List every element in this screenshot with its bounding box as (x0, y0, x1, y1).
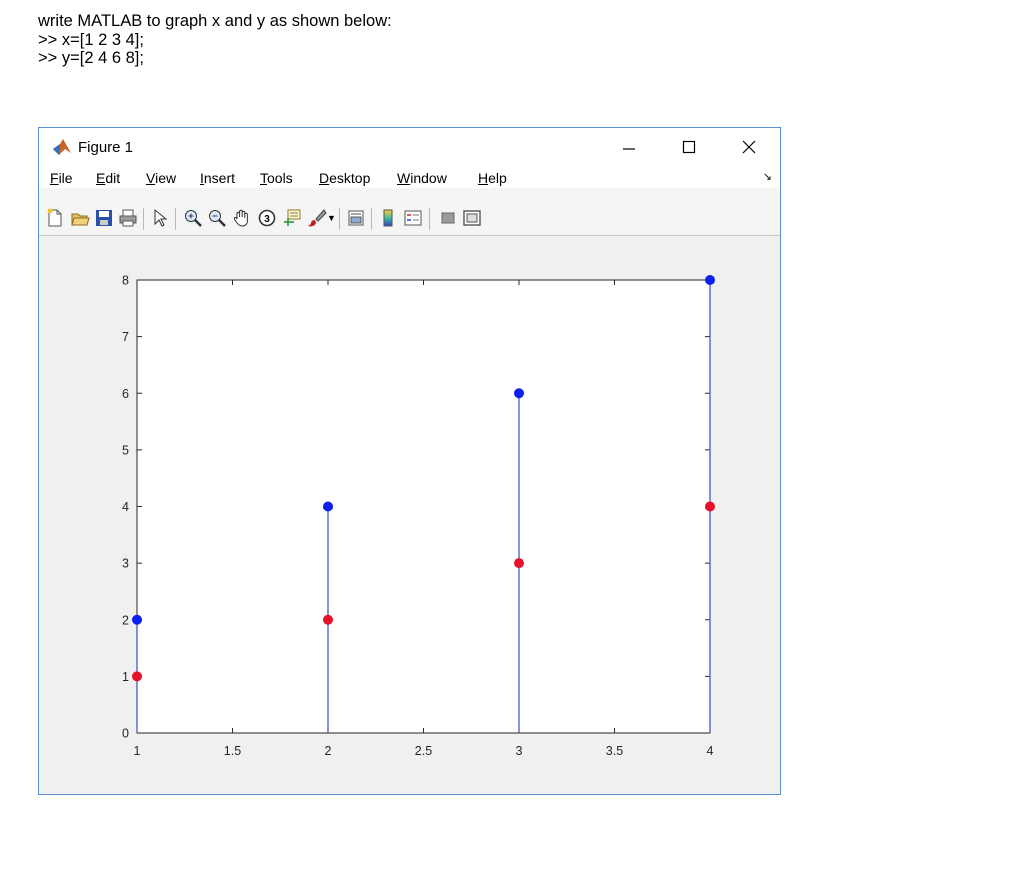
x-tick-label: 1 (134, 744, 141, 758)
close-icon (742, 140, 756, 154)
brush-icon[interactable] (307, 208, 327, 228)
brush-dropdown-icon[interactable]: ▼ (327, 213, 336, 223)
rotate-3d-icon[interactable]: 3 (257, 208, 277, 228)
menu-help[interactable]: Help (478, 170, 507, 186)
menu-file[interactable]: File (50, 170, 73, 186)
y-tick-label: 3 (122, 557, 129, 571)
menu-file-accel: F (50, 170, 59, 186)
menu-view-label: iew (155, 170, 177, 186)
y-tick-label: 8 (122, 274, 129, 288)
y-tick-label: 4 (122, 500, 129, 514)
menu-window-accel: W (397, 170, 411, 186)
menu-desktop-label: esktop (329, 170, 371, 186)
toolbar-separator (339, 208, 340, 230)
toolbar-separator (143, 208, 144, 230)
link-plot-icon[interactable] (346, 208, 366, 228)
print-icon[interactable] (118, 208, 138, 228)
hide-plot-tools-icon[interactable] (438, 208, 458, 228)
x-tick-label: 3 (516, 744, 523, 758)
colorbar-icon[interactable] (378, 208, 398, 228)
pointer-icon[interactable] (150, 208, 170, 228)
data-point-series-2 (514, 558, 524, 569)
menu-help-accel: H (478, 170, 489, 186)
y-tick-label: 6 (122, 387, 129, 401)
menu-window[interactable]: Window (397, 170, 447, 186)
menu-edit-label: dit (105, 170, 121, 186)
menu-view[interactable]: View (146, 170, 176, 186)
question-line-1: write MATLAB to graph x and y as shown b… (38, 12, 392, 30)
data-point-series-1 (705, 275, 715, 285)
plot-area (136, 279, 711, 734)
menu-insert-accel: I (200, 170, 204, 186)
title-bar[interactable]: Figure 1 (39, 128, 780, 166)
save-icon[interactable] (94, 208, 114, 228)
menu-file-label: ile (58, 170, 73, 186)
menu-tools-accel: T (260, 170, 267, 186)
menu-insert[interactable]: Insert (200, 170, 235, 186)
data-point-series-1 (514, 388, 524, 399)
x-tick-label: 4 (707, 744, 714, 758)
menu-help-label: elp (488, 170, 507, 186)
matlab-logo-icon (53, 139, 71, 155)
new-figure-icon[interactable] (45, 208, 65, 228)
dock-arrow-icon[interactable]: ↘ (762, 171, 772, 183)
toolbar-separator (429, 208, 430, 230)
y-tick-label: 2 (122, 613, 129, 627)
close-button[interactable] (726, 128, 772, 166)
show-plot-tools-icon[interactable] (462, 208, 482, 228)
menu-tools-label: ools (267, 170, 293, 186)
menu-window-label: indow (410, 170, 447, 186)
pan-hand-icon[interactable] (232, 208, 252, 228)
y-tick-label: 0 (122, 727, 129, 741)
toolbar-separator (175, 208, 176, 230)
figure-toolbar: 3 ▼ (39, 188, 780, 236)
x-tick-label: 1.5 (224, 744, 241, 758)
y-tick-label: 1 (122, 670, 129, 684)
x-tick-label: 3.5 (606, 744, 623, 758)
x-tick-label: 2 (325, 744, 332, 758)
data-point-series-2 (323, 614, 333, 625)
data-point-series-1 (132, 614, 142, 625)
minimize-icon (623, 148, 635, 150)
legend-icon[interactable] (403, 208, 423, 228)
menu-insert-label: nsert (203, 170, 236, 186)
menu-edit-accel: E (96, 170, 106, 186)
maximize-button[interactable] (666, 128, 712, 166)
x-tick-label: 2.5 (415, 744, 432, 758)
maximize-icon (682, 140, 696, 154)
question-line-2: >> x=[1 2 3 4]; (38, 30, 144, 49)
menu-view-accel: V (146, 170, 156, 186)
menu-desktop[interactable]: Desktop (319, 170, 370, 186)
question-text: write MATLAB to graph x and y as shown b… (38, 12, 392, 68)
open-file-icon[interactable] (70, 208, 90, 228)
data-cursor-icon[interactable] (282, 208, 302, 228)
zoom-out-icon[interactable] (207, 208, 227, 228)
menu-bar: File Edit View Insert Tools Desktop Wind… (39, 166, 780, 188)
menu-desktop-accel: D (319, 170, 330, 186)
question-line-3: >> y=[2 4 6 8]; (38, 49, 144, 67)
zoom-in-icon[interactable] (183, 208, 203, 228)
data-point-series-2 (705, 501, 715, 512)
window-title: Figure 1 (78, 139, 134, 156)
minimize-button[interactable] (606, 128, 652, 166)
data-point-series-2 (132, 671, 142, 682)
svg-text:3: 3 (264, 214, 270, 225)
y-tick-label: 7 (122, 330, 129, 344)
menu-edit[interactable]: Edit (96, 170, 120, 186)
y-tick-label: 5 (122, 443, 129, 457)
data-point-series-1 (323, 501, 333, 512)
toolbar-separator (371, 208, 372, 230)
menu-tools[interactable]: Tools (260, 170, 293, 186)
